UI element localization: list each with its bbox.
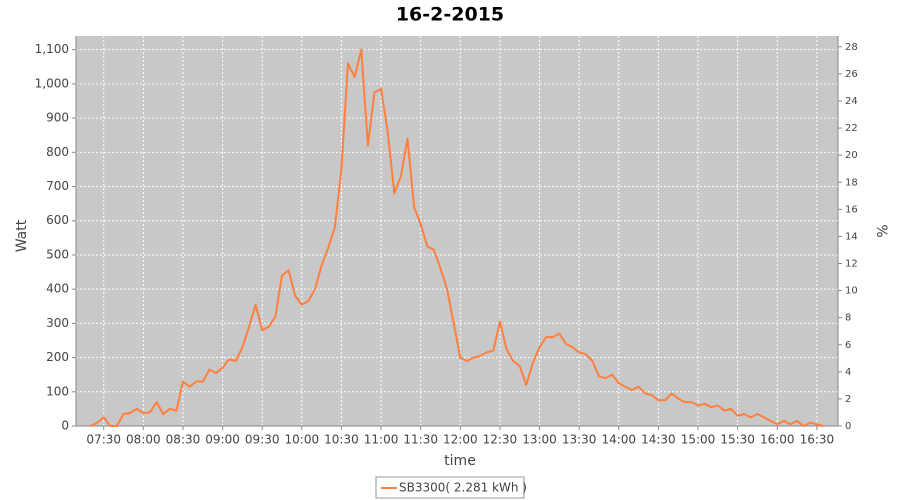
y-tick-label: 700 xyxy=(46,179,69,193)
legend-label: SB3300( 2.281 kWh ) xyxy=(399,481,527,495)
x-tick-label: 09:00 xyxy=(205,433,240,447)
y2-tick-label: 22 xyxy=(845,123,858,134)
y-tick-label: 0 xyxy=(61,419,69,433)
y2-tick-label: 2 xyxy=(845,394,851,405)
x-tick-label: 11:00 xyxy=(364,433,399,447)
y-tick-label: 500 xyxy=(46,247,69,261)
x-tick-label: 16:30 xyxy=(800,433,835,447)
y2-tick-label: 20 xyxy=(845,150,858,161)
x-tick-label: 10:30 xyxy=(324,433,359,447)
x-tick-label: 14:30 xyxy=(641,433,676,447)
y2-tick-label: 4 xyxy=(845,367,851,378)
x-axis-label: time xyxy=(444,453,476,469)
y2-tick-label: 6 xyxy=(845,340,851,351)
y2-tick-label: 26 xyxy=(845,69,858,80)
x-tick-label: 11:30 xyxy=(403,433,438,447)
x-tick-label: 07:30 xyxy=(86,433,121,447)
x-tick-label: 13:30 xyxy=(562,433,597,447)
y-tick-label: 1,000 xyxy=(35,76,69,90)
y-tick-label: 100 xyxy=(46,384,69,398)
legend: SB3300( 2.281 kWh ) xyxy=(375,476,527,499)
y2-tick-label: 18 xyxy=(845,177,858,188)
legend-box xyxy=(375,476,525,499)
x-tick-label: 15:00 xyxy=(681,433,716,447)
y-tick-label: 200 xyxy=(46,350,69,364)
y2-tick-label: 24 xyxy=(845,96,858,107)
y2-tick-label: 0 xyxy=(845,421,851,432)
y2-tick-label: 28 xyxy=(845,42,858,53)
y-tick-label: 600 xyxy=(46,213,69,227)
y-tick-label: 1,100 xyxy=(35,42,69,56)
y-axis-label: Watt xyxy=(14,219,30,252)
x-tick-label: 13:00 xyxy=(522,433,557,447)
y2-tick-label: 12 xyxy=(845,259,858,270)
y2-tick-label: 14 xyxy=(845,231,858,242)
x-tick-label: 10:00 xyxy=(285,433,320,447)
y-tick-label: 400 xyxy=(46,282,69,296)
plot-area xyxy=(76,36,838,426)
y-tick-label: 300 xyxy=(46,316,69,330)
chart-title: 16-2-2015 xyxy=(396,4,504,26)
x-tick-label: 16:00 xyxy=(760,433,795,447)
series-line xyxy=(90,48,824,427)
x-tick-label: 12:00 xyxy=(443,433,478,447)
x-tick-label: 08:30 xyxy=(166,433,201,447)
x-tick-label: 08:00 xyxy=(126,433,161,447)
y-tick-label: 900 xyxy=(46,111,69,125)
x-tick-label: 15:30 xyxy=(720,433,755,447)
y-tick-label: 800 xyxy=(46,145,69,159)
y2-tick-label: 16 xyxy=(845,204,858,215)
y2-tick-label: 8 xyxy=(845,313,851,324)
x-tick-label: 12:30 xyxy=(483,433,518,447)
x-tick-label: 09:30 xyxy=(245,433,280,447)
y2-tick-label: 10 xyxy=(845,286,858,297)
y2-axis-label: % xyxy=(873,224,889,237)
x-tick-label: 14:00 xyxy=(601,433,636,447)
